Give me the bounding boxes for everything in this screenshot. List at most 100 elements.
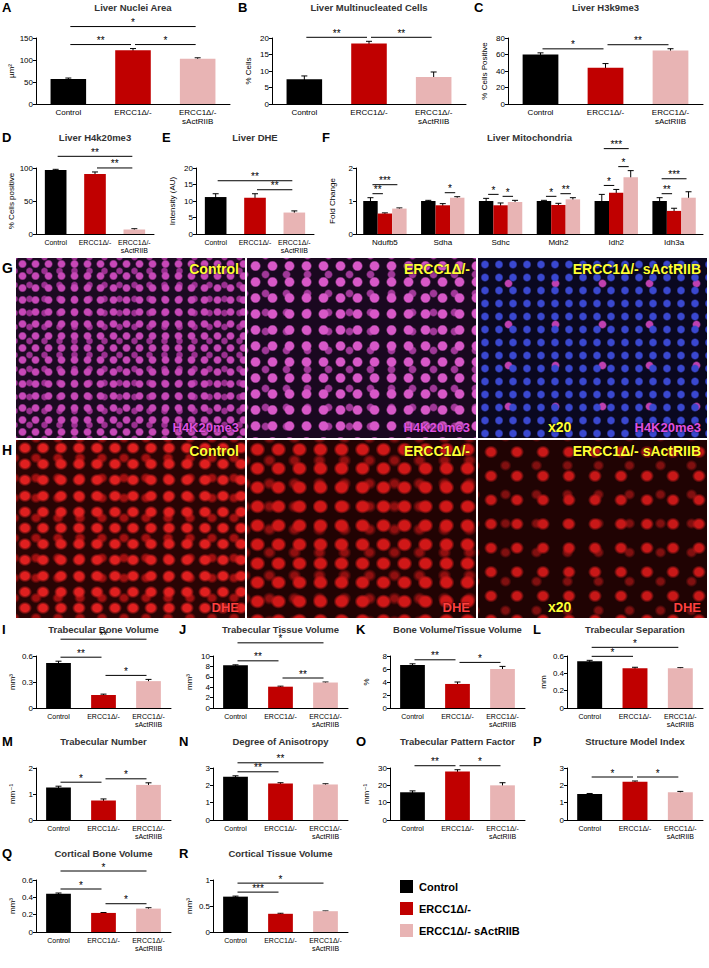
svg-text:0: 0 <box>560 704 565 713</box>
svg-text:0: 0 <box>206 704 211 713</box>
svg-text:*: * <box>491 185 495 196</box>
svg-text:mm⁻¹: mm⁻¹ <box>8 784 17 805</box>
svg-text:Control: Control <box>419 881 458 893</box>
svg-text:*: * <box>102 862 106 873</box>
svg-text:R: R <box>179 846 189 861</box>
svg-text:0.4: 0.4 <box>553 669 565 678</box>
svg-text:A: A <box>2 0 12 15</box>
svg-text:Control: Control <box>291 108 317 117</box>
svg-text:Control: Control <box>224 825 247 832</box>
svg-text:**: ** <box>271 180 279 191</box>
svg-text:Control: Control <box>224 937 247 944</box>
svg-text:10: 10 <box>260 67 269 76</box>
svg-text:Control: Control <box>47 937 70 944</box>
svg-text:*: * <box>79 880 83 891</box>
svg-text:0: 0 <box>265 100 270 109</box>
svg-text:1: 1 <box>560 798 565 807</box>
svg-text:3: 3 <box>560 764 565 773</box>
svg-text:0: 0 <box>560 816 565 825</box>
svg-text:**: ** <box>100 630 108 641</box>
svg-text:ERCC1Δ/-: ERCC1Δ/- <box>350 108 388 117</box>
svg-text:ERCC1Δ/-: ERCC1Δ/- <box>486 713 519 720</box>
svg-text:2: 2 <box>206 693 211 702</box>
svg-text:0.3: 0.3 <box>22 678 34 687</box>
svg-text:Bone Volume/Tissue Volume: Bone Volume/Tissue Volume <box>393 624 522 635</box>
svg-text:ERCC1Δ/-: ERCC1Δ/- <box>309 825 342 832</box>
svg-text:Sdha: Sdha <box>433 238 452 247</box>
svg-text:*: * <box>478 653 482 664</box>
svg-text:**: ** <box>277 753 285 764</box>
svg-text:0: 0 <box>29 100 34 109</box>
svg-text:J: J <box>179 622 186 637</box>
svg-text:*: * <box>506 187 510 198</box>
svg-text:L: L <box>533 622 541 637</box>
svg-text:0: 0 <box>383 704 388 713</box>
svg-text:ERCC1Δ/-: ERCC1Δ/- <box>278 239 311 246</box>
svg-text:*: * <box>656 768 660 779</box>
svg-text:2: 2 <box>560 781 565 790</box>
svg-text:***: *** <box>668 169 680 180</box>
svg-text:ERCC1Δ/-: ERCC1Δ/- <box>179 108 217 117</box>
svg-text:0.4: 0.4 <box>22 893 34 902</box>
svg-text:2: 2 <box>383 691 388 700</box>
svg-text:sActRIIB: sActRIIB <box>489 721 517 728</box>
svg-text:sActRIIB: sActRIIB <box>667 721 695 728</box>
svg-text:50: 50 <box>24 197 33 206</box>
svg-text:Control: Control <box>47 713 70 720</box>
svg-text:10: 10 <box>201 652 210 661</box>
svg-text:Trabecular Number: Trabecular Number <box>60 736 147 747</box>
svg-text:sActRIIB: sActRIIB <box>135 945 163 952</box>
svg-text:ERCC1Δ/-: ERCC1Δ/- <box>87 825 120 832</box>
svg-text:2: 2 <box>29 764 34 773</box>
svg-text:ERCC1Δ/- sActRIIB: ERCC1Δ/- sActRIIB <box>419 925 520 937</box>
svg-text:ERCC1Δ/-: ERCC1Δ/- <box>132 713 165 720</box>
svg-text:**: ** <box>663 184 671 195</box>
svg-text:**: ** <box>431 650 439 661</box>
svg-text:D: D <box>2 130 11 145</box>
svg-text:ERCC1Δ/-: ERCC1Δ/- <box>309 937 342 944</box>
svg-text:Control: Control <box>47 825 70 832</box>
svg-text:**: ** <box>254 651 262 662</box>
svg-text:80: 80 <box>496 34 505 43</box>
svg-text:sActRIIB: sActRIIB <box>312 945 340 952</box>
svg-text:Mdh2: Mdh2 <box>548 238 569 247</box>
svg-text:O: O <box>356 734 366 749</box>
svg-text:%: % <box>362 678 371 685</box>
svg-text:1: 1 <box>29 790 34 799</box>
svg-text:**: ** <box>397 28 405 39</box>
svg-text:mm³: mm³ <box>8 674 17 690</box>
svg-text:Liver Mitochondria: Liver Mitochondria <box>487 132 573 143</box>
svg-text:0: 0 <box>206 816 211 825</box>
svg-text:ERCC1Δ/-: ERCC1Δ/- <box>264 713 297 720</box>
svg-text:sActRIIB: sActRIIB <box>418 117 449 126</box>
svg-text:Trabecular Pattern Factor: Trabecular Pattern Factor <box>400 736 515 747</box>
svg-text:4: 4 <box>383 678 388 687</box>
svg-text:sActRIIB: sActRIIB <box>312 833 340 840</box>
svg-text:0: 0 <box>29 704 34 713</box>
svg-text:Structure Model Index: Structure Model Index <box>585 736 685 747</box>
svg-text:ERCC1Δ/-: ERCC1Δ/- <box>415 108 453 117</box>
svg-text:15: 15 <box>260 50 269 59</box>
svg-text:mm³: mm³ <box>185 898 194 914</box>
svg-text:ERCC1Δ/-: ERCC1Δ/- <box>132 937 165 944</box>
svg-text:***: *** <box>379 175 391 186</box>
svg-text:*: * <box>478 756 482 767</box>
svg-text:ERCC1Δ/-: ERCC1Δ/- <box>87 713 120 720</box>
svg-text:**: ** <box>562 184 570 195</box>
svg-text:Liver Nuclei Area: Liver Nuclei Area <box>94 2 172 13</box>
svg-text:0: 0 <box>29 816 34 825</box>
svg-text:0.6: 0.6 <box>22 652 34 661</box>
svg-text:6: 6 <box>206 672 211 681</box>
svg-text:Control: Control <box>224 713 247 720</box>
svg-text:Liver Multinucleated Cells: Liver Multinucleated Cells <box>310 2 427 13</box>
svg-text:Cortical Bone Volume: Cortical Bone Volume <box>54 848 152 859</box>
svg-text:ERCC1Δ/-: ERCC1Δ/- <box>587 108 625 117</box>
svg-text:Trabecular Separation: Trabecular Separation <box>585 624 685 635</box>
svg-text:mm: mm <box>539 675 548 689</box>
svg-text:4: 4 <box>206 683 211 692</box>
svg-text:**: ** <box>431 756 439 767</box>
svg-text:µm²: µm² <box>7 64 16 78</box>
svg-text:**: ** <box>77 648 85 659</box>
svg-text:Idh3a: Idh3a <box>664 238 685 247</box>
svg-text:ERCC1Δ/-: ERCC1Δ/- <box>419 903 471 915</box>
